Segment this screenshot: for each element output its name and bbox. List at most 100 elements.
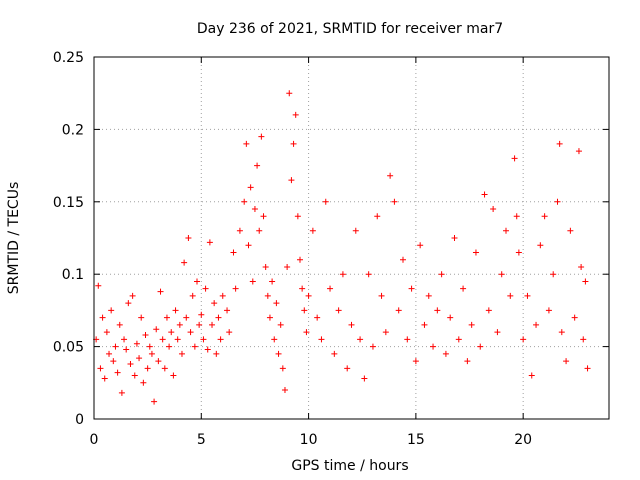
- data-point: [369, 343, 376, 350]
- data-point: [494, 329, 501, 336]
- data-point: [99, 314, 106, 321]
- data-point: [382, 329, 389, 336]
- data-point: [163, 314, 170, 321]
- data-point: [348, 321, 355, 328]
- data-point: [580, 336, 587, 343]
- data-point: [425, 292, 432, 299]
- data-point: [153, 326, 160, 333]
- data-point: [168, 329, 175, 336]
- data-point: [455, 336, 462, 343]
- data-point: [118, 389, 125, 396]
- data-point: [144, 365, 151, 372]
- data-point: [155, 358, 162, 365]
- data-point: [374, 213, 381, 220]
- data-point: [498, 271, 505, 278]
- data-point: [387, 172, 394, 179]
- data-point: [275, 350, 282, 357]
- data-point: [106, 350, 113, 357]
- data-point: [191, 343, 198, 350]
- data-point: [264, 292, 271, 299]
- y-tick-label: 0.05: [53, 340, 84, 356]
- data-point: [339, 271, 346, 278]
- data-point: [451, 235, 458, 241]
- data-point: [166, 343, 173, 350]
- data-point: [183, 314, 190, 321]
- data-point: [230, 249, 237, 256]
- data-point: [112, 343, 119, 350]
- data-point: [125, 300, 132, 307]
- data-point: [262, 263, 269, 270]
- data-point: [434, 307, 441, 314]
- data-point: [224, 307, 231, 314]
- data-point: [361, 375, 368, 382]
- data-point: [217, 336, 224, 343]
- plot-frame: [93, 56, 610, 420]
- data-point: [138, 314, 145, 321]
- data-point: [97, 365, 104, 372]
- data-point: [331, 350, 338, 357]
- data-point: [185, 235, 192, 241]
- scatter-points: [93, 90, 591, 405]
- data-point: [148, 350, 155, 357]
- data-point: [563, 358, 570, 365]
- data-point: [438, 271, 445, 278]
- data-point: [335, 307, 342, 314]
- data-point: [286, 90, 293, 97]
- data-point: [219, 292, 226, 299]
- data-point: [520, 336, 527, 343]
- data-point: [101, 375, 108, 382]
- data-point: [490, 206, 497, 213]
- data-point: [281, 387, 288, 394]
- axis-ticks: 0 0.05 0.1 0.15 0.2 0.25 0 5 10 15 20: [53, 50, 609, 448]
- data-point: [136, 355, 143, 362]
- data-point: [131, 372, 138, 379]
- data-point: [472, 249, 479, 256]
- data-point: [578, 263, 585, 270]
- data-point: [187, 329, 194, 336]
- data-point: [236, 227, 243, 234]
- data-point: [558, 329, 565, 336]
- data-point: [582, 278, 589, 285]
- data-point: [206, 239, 213, 246]
- data-point: [357, 336, 364, 343]
- data-point: [204, 346, 211, 353]
- data-point: [273, 300, 280, 307]
- data-point: [247, 184, 254, 191]
- x-tick-label: 5: [197, 432, 206, 448]
- data-point: [327, 285, 334, 292]
- data-point: [318, 336, 325, 343]
- data-point: [196, 321, 203, 328]
- data-point: [541, 213, 548, 220]
- data-point: [485, 307, 492, 314]
- x-tick-label: 15: [407, 432, 425, 448]
- data-point: [116, 321, 123, 328]
- data-point: [404, 336, 411, 343]
- data-point: [211, 300, 218, 307]
- data-point: [226, 329, 233, 336]
- x-tick-label: 10: [300, 432, 318, 448]
- data-point: [189, 292, 196, 299]
- data-point: [294, 213, 301, 220]
- grid: [94, 57, 609, 419]
- data-point: [391, 198, 398, 205]
- data-point: [279, 365, 286, 372]
- data-point: [215, 314, 222, 321]
- chart-title: Day 236 of 2021, SRMTID for receiver mar…: [197, 21, 503, 37]
- data-point: [395, 307, 402, 314]
- data-point: [513, 213, 520, 220]
- data-point: [202, 285, 209, 292]
- data-point: [299, 285, 306, 292]
- data-point: [133, 340, 140, 347]
- data-point: [161, 365, 168, 372]
- data-point: [95, 282, 102, 289]
- data-point: [159, 336, 166, 343]
- data-point: [297, 256, 303, 263]
- data-point: [314, 314, 321, 321]
- data-point: [421, 321, 428, 328]
- data-point: [503, 227, 509, 234]
- data-point: [140, 379, 147, 386]
- data-point: [170, 372, 177, 379]
- data-point: [200, 336, 207, 343]
- data-point: [322, 198, 329, 205]
